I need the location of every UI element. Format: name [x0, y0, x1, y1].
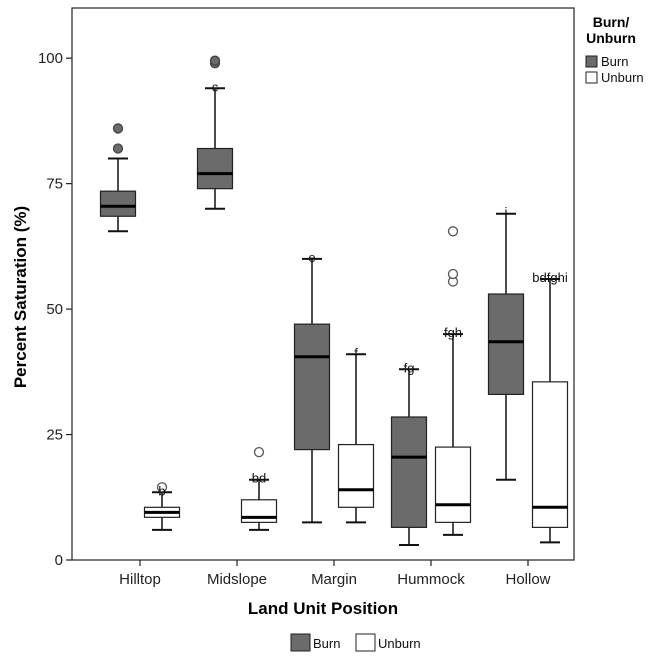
side-legend: Burn/Unburn Burn Unburn [585, 14, 644, 85]
box-burn-hollow: i [487, 205, 525, 481]
significance-letter: b [158, 483, 165, 498]
significance-letter: fgh [444, 325, 462, 340]
y-tick-label: 75 [46, 176, 63, 193]
significance-letter: i [505, 205, 508, 220]
side-legend-title: Burn/Unburn [586, 14, 636, 46]
box-iqr [531, 381, 569, 528]
outlier-point [209, 55, 221, 66]
y-tick-label: 100 [38, 50, 63, 67]
box-series: c e fg i b bd f fgh bdfghi [99, 55, 569, 546]
box-iqr [293, 323, 331, 451]
x-axis: Hilltop Midslope Margin Hummock Hollow [119, 560, 551, 588]
box-iqr [390, 416, 428, 528]
x-axis-title: Land Unit Position [248, 599, 398, 618]
outlier-point [112, 143, 124, 154]
y-tick-label: 25 [46, 427, 63, 444]
significance-letter: f [354, 345, 358, 360]
plot-frame [71, 7, 575, 561]
outlier-point [112, 123, 124, 134]
x-tick-label: Hilltop [119, 571, 161, 588]
x-tick-label: Hollow [505, 571, 550, 588]
box-iqr [196, 147, 234, 190]
box-unburn-midslope: bd [240, 446, 278, 531]
bottom-legend-swatch-unburn [355, 633, 376, 652]
significance-letter: bdfghi [532, 270, 568, 285]
y-tick-label: 50 [46, 301, 63, 318]
y-axis: 0 25 50 75 100 [38, 50, 72, 569]
box-unburn-margin: f [337, 345, 375, 524]
outlier-point [447, 268, 459, 280]
box-burn-hilltop [99, 123, 137, 233]
side-legend-swatch-burn [585, 55, 598, 68]
bottom-legend-label-unburn: Unburn [378, 636, 421, 651]
box-burn-margin: e [293, 250, 331, 524]
box-iqr [99, 190, 137, 217]
bottom-legend: Burn Unburn [290, 633, 421, 652]
y-tick-label: 0 [55, 552, 63, 569]
outlier-point [253, 446, 265, 458]
significance-letter: bd [252, 471, 266, 486]
side-legend-label-burn: Burn [601, 54, 628, 69]
x-tick-label: Hummock [397, 571, 465, 588]
x-tick-label: Margin [311, 571, 357, 588]
significance-letter: fg [404, 360, 415, 375]
box-iqr [240, 499, 278, 523]
significance-letter: c [212, 79, 219, 94]
bottom-legend-label-burn: Burn [313, 636, 340, 651]
outlier-point [156, 482, 168, 493]
box-unburn-hollow: bdfghi [531, 270, 569, 544]
box-burn-midslope: c [196, 55, 234, 210]
outlier-point [447, 226, 459, 237]
box-unburn-hummock: fgh [434, 226, 472, 536]
box-iqr [487, 293, 525, 396]
box-burn-hummock: fg [390, 360, 428, 546]
box-iqr [337, 443, 375, 508]
side-legend-label-unburn: Unburn [601, 70, 644, 85]
y-axis-title: Percent Saturation (%) [11, 206, 30, 388]
side-legend-swatch-unburn [585, 71, 598, 84]
box-iqr [434, 446, 472, 523]
box-unburn-hilltop: b [143, 482, 181, 531]
x-tick-label: Midslope [207, 571, 267, 588]
bottom-legend-swatch-burn [290, 633, 311, 652]
significance-letter: e [308, 250, 315, 265]
